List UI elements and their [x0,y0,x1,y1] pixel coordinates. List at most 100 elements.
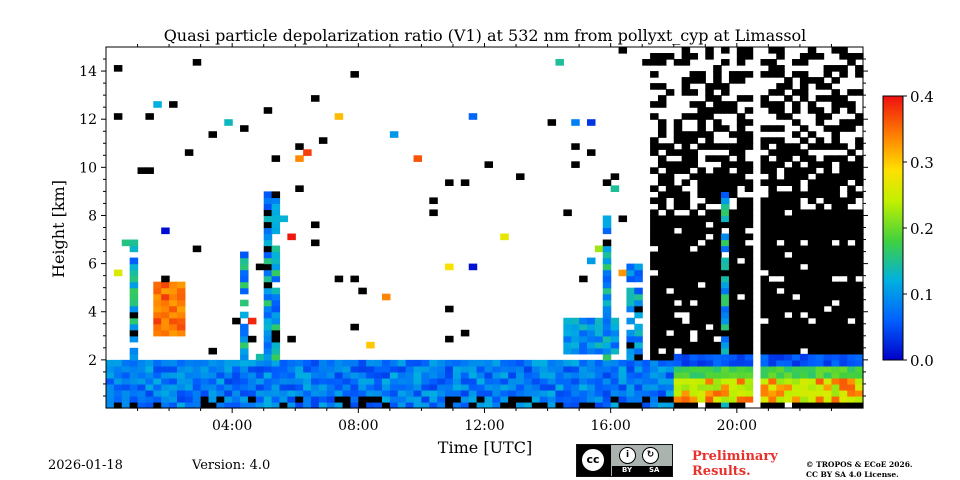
heatmap-cell [673,287,683,295]
heatmap-cell [650,197,659,205]
heatmap-cell [855,251,864,259]
heatmap-cell [287,365,296,373]
heatmap-cell [240,341,249,349]
heatmap-cell [792,173,801,180]
heatmap-cell [571,143,580,150]
heatmap-cell [697,143,706,150]
heatmap-cell [176,371,186,379]
heatmap-cell [784,143,793,150]
heatmap-cell [721,161,730,168]
heatmap-cell [445,389,454,397]
heatmap-cell [736,137,746,144]
heatmap-cell [815,209,825,217]
heatmap-cell [823,257,833,265]
heatmap-cell [271,245,281,253]
heatmap-cell [705,275,714,283]
heatmap-cell [839,341,848,349]
heatmap-cell [216,377,225,385]
heatmap-cell [129,383,139,391]
heatmap-cell [657,245,667,253]
heatmap-cell [823,311,833,319]
heatmap-cell [287,371,296,379]
heatmap-cell [768,263,777,271]
heatmap-cell [799,137,809,144]
heatmap-cell [721,269,730,277]
heatmap-cell [728,305,738,313]
heatmap-cell [192,371,202,379]
heatmap-cell [847,359,856,367]
heatmap-cell [240,371,249,379]
heatmap-cell [271,317,281,325]
heatmap-cell [697,365,706,373]
heatmap-cell [847,251,856,259]
heatmap-cell [602,329,612,337]
heatmap-cell [626,371,635,379]
heatmap-cell [208,365,217,373]
heatmap-cell [484,377,493,385]
heatmap-cell [484,365,493,373]
heatmap-cell [571,401,580,409]
heatmap-cell [823,239,833,247]
heatmap-cell [736,47,746,54]
heatmap-cell [736,71,746,78]
heatmap-cell [831,101,840,108]
heatmap-cell [815,305,825,313]
heatmap-cell [547,389,557,397]
heatmap-cell [303,149,312,156]
heatmap-cell [129,335,139,343]
heatmap-cell [665,299,675,307]
heatmap-cell [705,113,714,120]
heatmap-cell [744,281,754,289]
heatmap-cell [650,359,659,367]
heatmap-cell [263,389,273,397]
heatmap-cell [184,395,194,403]
heatmap-cell [689,383,699,391]
heatmap-cell [831,137,840,144]
heatmap-cell [326,401,336,409]
heatmap-cell [279,377,288,385]
heatmap-cell [665,221,675,229]
heatmap-cell [705,257,714,265]
heatmap-cell [429,401,438,409]
heatmap-cell [484,161,493,168]
heatmap-cell [571,383,580,391]
heatmap-cell [271,365,281,373]
heatmap-cell [823,209,833,217]
heatmap-cell [768,227,777,235]
heatmap-cell [161,305,170,313]
heatmap-cell [563,323,572,331]
heatmap-cell [736,143,746,150]
heatmap-cell [176,293,186,301]
heatmap-cell [681,53,691,60]
heatmap-cell [247,335,257,343]
heatmap-cell [784,263,793,271]
heatmap-cell [689,131,699,138]
heatmap-cell [263,275,273,283]
heatmap-cell [665,383,675,391]
heatmap-cell [705,371,714,379]
heatmap-cell [847,263,856,271]
heatmap-cell [634,359,643,367]
heatmap-cell [768,281,777,289]
heatmap-cell [271,335,281,343]
heatmap-cell [776,203,785,211]
heatmap-cell [200,395,210,403]
heatmap-cell [618,383,628,391]
heatmap-cell [650,305,659,313]
heatmap-cell [665,269,675,277]
heatmap-cell [263,341,273,349]
heatmap-cell [602,239,612,247]
heatmap-cell [326,371,336,379]
heatmap-cell [768,287,777,295]
heatmap-cell [823,179,833,186]
heatmap-cell [500,389,509,397]
heatmap-cell [799,293,809,301]
heatmap-cell [113,269,123,277]
heatmap-cell [547,401,557,409]
heatmap-cell [192,389,202,397]
heatmap-cell [839,179,848,186]
heatmap-cell [673,275,683,283]
heatmap-cell [736,209,746,217]
heatmap-cell [768,299,777,307]
heatmap-cell [429,209,438,217]
